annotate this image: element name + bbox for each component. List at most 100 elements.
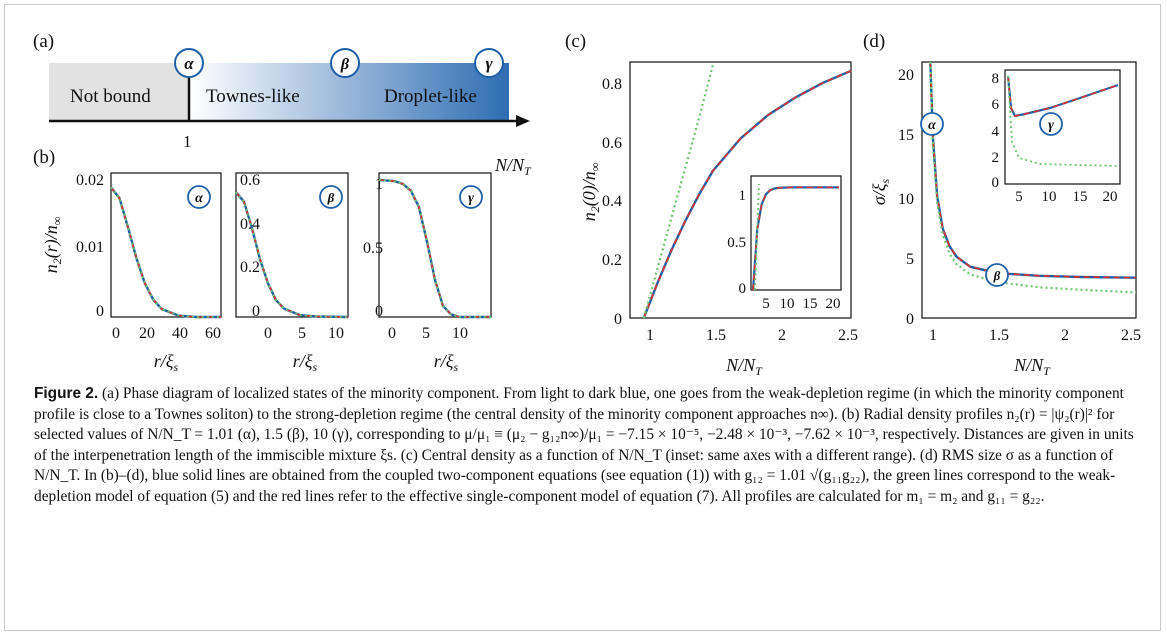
- b-gamma-marker-symbol: γ: [468, 191, 474, 206]
- b-beta-marker: β: [319, 185, 343, 209]
- c-inset-xtick-2: 15: [803, 296, 818, 312]
- curve-d-series-1-weak-depletion: [929, 61, 1137, 294]
- c-xtick-1: 1.5: [706, 327, 726, 344]
- b-beta-marker-symbol: β: [327, 190, 335, 205]
- d-ytick-3: 15: [898, 127, 914, 144]
- b-gamma-marker: γ: [459, 185, 483, 209]
- marker-beta: β: [330, 48, 360, 78]
- c-ytick-3: 0.6: [602, 135, 622, 152]
- panel-d: (d) σ/ξs 0 5 10 15 20 1 1.5 2 2.5 N/NT 0…: [863, 31, 1141, 378]
- c-ytick-4: 0.8: [602, 76, 622, 93]
- panel-c-ylabel: n2(0)/n∞: [579, 162, 602, 221]
- marker-alpha-symbol: α: [184, 54, 194, 73]
- marker-beta-symbol: β: [340, 56, 350, 73]
- b-alpha-xtick-3: 60: [205, 325, 221, 342]
- d-inset-ytick-3: 6: [992, 97, 1000, 113]
- c-inset-curve-coupled: [751, 186, 839, 291]
- d-inset-curve-effective: [1007, 75, 1119, 117]
- b-alpha-ytick-0: 0.02: [76, 172, 104, 189]
- d-ytick-4: 20: [898, 67, 914, 84]
- b-alpha-marker-symbol: α: [195, 191, 203, 206]
- b-beta-xtick-0: 0: [264, 325, 272, 342]
- phase-axis-label: N/NT: [494, 155, 532, 178]
- b-gamma-xtick-2: 10: [452, 325, 468, 342]
- c-xtick-0: 1: [646, 327, 654, 344]
- panel-c: (c) n2(0)/n∞ 0 0.2 0.4 0.6 0.8 1 1.5 2 2…: [565, 31, 858, 378]
- d-ytick-0: 0: [906, 311, 914, 328]
- panel-d-frame: [921, 61, 1137, 319]
- panel-b: (b) n2(r)/n∞ 0.02 0.01 0 0 20 40 60 r/ξs…: [33, 147, 492, 374]
- panel-c-label: (c): [565, 31, 586, 52]
- curve-b-gamma-series-0-weak-depletion: [378, 179, 491, 318]
- curve-b-beta-series-0-weak-depletion: [235, 191, 349, 318]
- d-marker-alpha-symbol: α: [928, 118, 936, 133]
- d-inset-ytick-2: 4: [992, 124, 1000, 140]
- panel-d-xlabel: N/NT: [1013, 355, 1051, 378]
- d-inset-xtick-3: 20: [1103, 189, 1118, 205]
- curve-b-beta-series-0-effective: [235, 191, 349, 318]
- panel-b-label: (b): [33, 147, 55, 168]
- curve-b-alpha-series-0-weak-depletion: [110, 186, 221, 318]
- b-gamma-xlabel: r/ξs: [434, 351, 459, 374]
- curve-c-series-1-weak-depletion: [642, 64, 714, 319]
- d-inset-xtick-1: 10: [1042, 189, 1057, 205]
- c-xtick-2: 2: [778, 327, 786, 344]
- c-inset-ytick-1: 0.5: [727, 235, 746, 251]
- b-gamma-ytick-1: 0.5: [363, 240, 383, 257]
- b-beta-xlabel: r/ξs: [293, 351, 318, 374]
- c-xtick-3: 2.5: [838, 327, 858, 344]
- b-gamma-ytick-2: 0: [375, 303, 383, 320]
- d-xtick-3: 2.5: [1121, 327, 1141, 344]
- c-ytick-2: 0.4: [602, 193, 622, 210]
- b-gamma-ytick-0: 1: [375, 176, 383, 193]
- c-inset-xtick-3: 20: [826, 296, 841, 312]
- figure-graphic: (a) Not bound Townes-like Droplet-like 1…: [33, 31, 1141, 378]
- b-alpha-xtick-1: 20: [139, 325, 155, 342]
- d-inset-marker-gamma-symbol: γ: [1048, 118, 1054, 133]
- subplot-b-gamma-frame: [378, 172, 492, 318]
- subplot-b-alpha-frame: [110, 172, 222, 318]
- region-not-bound-band: [49, 63, 189, 121]
- b-alpha-ytick-1: 0.01: [76, 239, 104, 256]
- d-inset-xtick-2: 15: [1073, 189, 1088, 205]
- b-beta-xtick-1: 5: [298, 325, 306, 342]
- d-ytick-1: 5: [906, 251, 914, 268]
- d-inset-marker-gamma: γ: [1039, 112, 1063, 136]
- b-alpha-ytick-2: 0: [96, 303, 104, 320]
- curve-c-series-0-effective: [643, 70, 852, 319]
- subplot-b-beta-frame: [235, 172, 349, 318]
- region-droplet-label: Droplet-like: [384, 86, 477, 107]
- curve-b-beta-series-0-coupled: [235, 191, 349, 319]
- b-beta-ytick-2: 0.2: [240, 259, 260, 276]
- d-inset-ytick-0: 0: [992, 175, 1000, 191]
- chart-curves: [110, 61, 1137, 319]
- d-inset-ytick-1: 2: [992, 150, 1000, 166]
- marker-gamma-symbol: γ: [485, 54, 493, 73]
- b-beta-xtick-2: 10: [328, 325, 344, 342]
- panel-c-xlabel: N/NT: [725, 355, 763, 378]
- d-marker-beta: β: [985, 263, 1009, 287]
- phase-tick-1: 1: [183, 132, 192, 151]
- subplot-b-alpha: 0.02 0.01 0 0 20 40 60 r/ξs α: [76, 172, 222, 374]
- panel-a-label: (a): [33, 31, 54, 52]
- b-alpha-xlabel: r/ξs: [154, 351, 179, 374]
- panel-d-label: (d): [863, 31, 885, 52]
- c-inset-xtick-1: 10: [780, 296, 795, 312]
- c-inset-ytick-0: 0: [739, 281, 747, 297]
- d-marker-alpha: α: [920, 112, 944, 136]
- caption-text: (a) Phase diagram of localized states of…: [34, 385, 1134, 505]
- d-xtick-0: 1: [929, 327, 937, 344]
- d-inset-curve-weak-depletion: [1007, 75, 1119, 167]
- c-inset-xtick-0: 5: [762, 296, 770, 312]
- panel-c-frame: [629, 61, 852, 319]
- b-gamma-xtick-1: 5: [422, 325, 430, 342]
- d-ytick-2: 10: [898, 191, 914, 208]
- d-inset-ytick-4: 8: [992, 71, 1000, 87]
- c-ytick-1: 0.2: [602, 252, 622, 269]
- caption-figure-number: Figure 2.: [34, 385, 99, 402]
- panel-d-ylabel: σ/ξs: [869, 179, 892, 206]
- d-inset-xtick-0: 5: [1015, 189, 1023, 205]
- b-beta-ytick-0: 0.6: [240, 172, 260, 189]
- b-beta-ytick-3: 0: [252, 303, 260, 320]
- subplot-b-beta: 0.6 0.4 0.2 0 0 5 10 r/ξs β: [235, 172, 349, 374]
